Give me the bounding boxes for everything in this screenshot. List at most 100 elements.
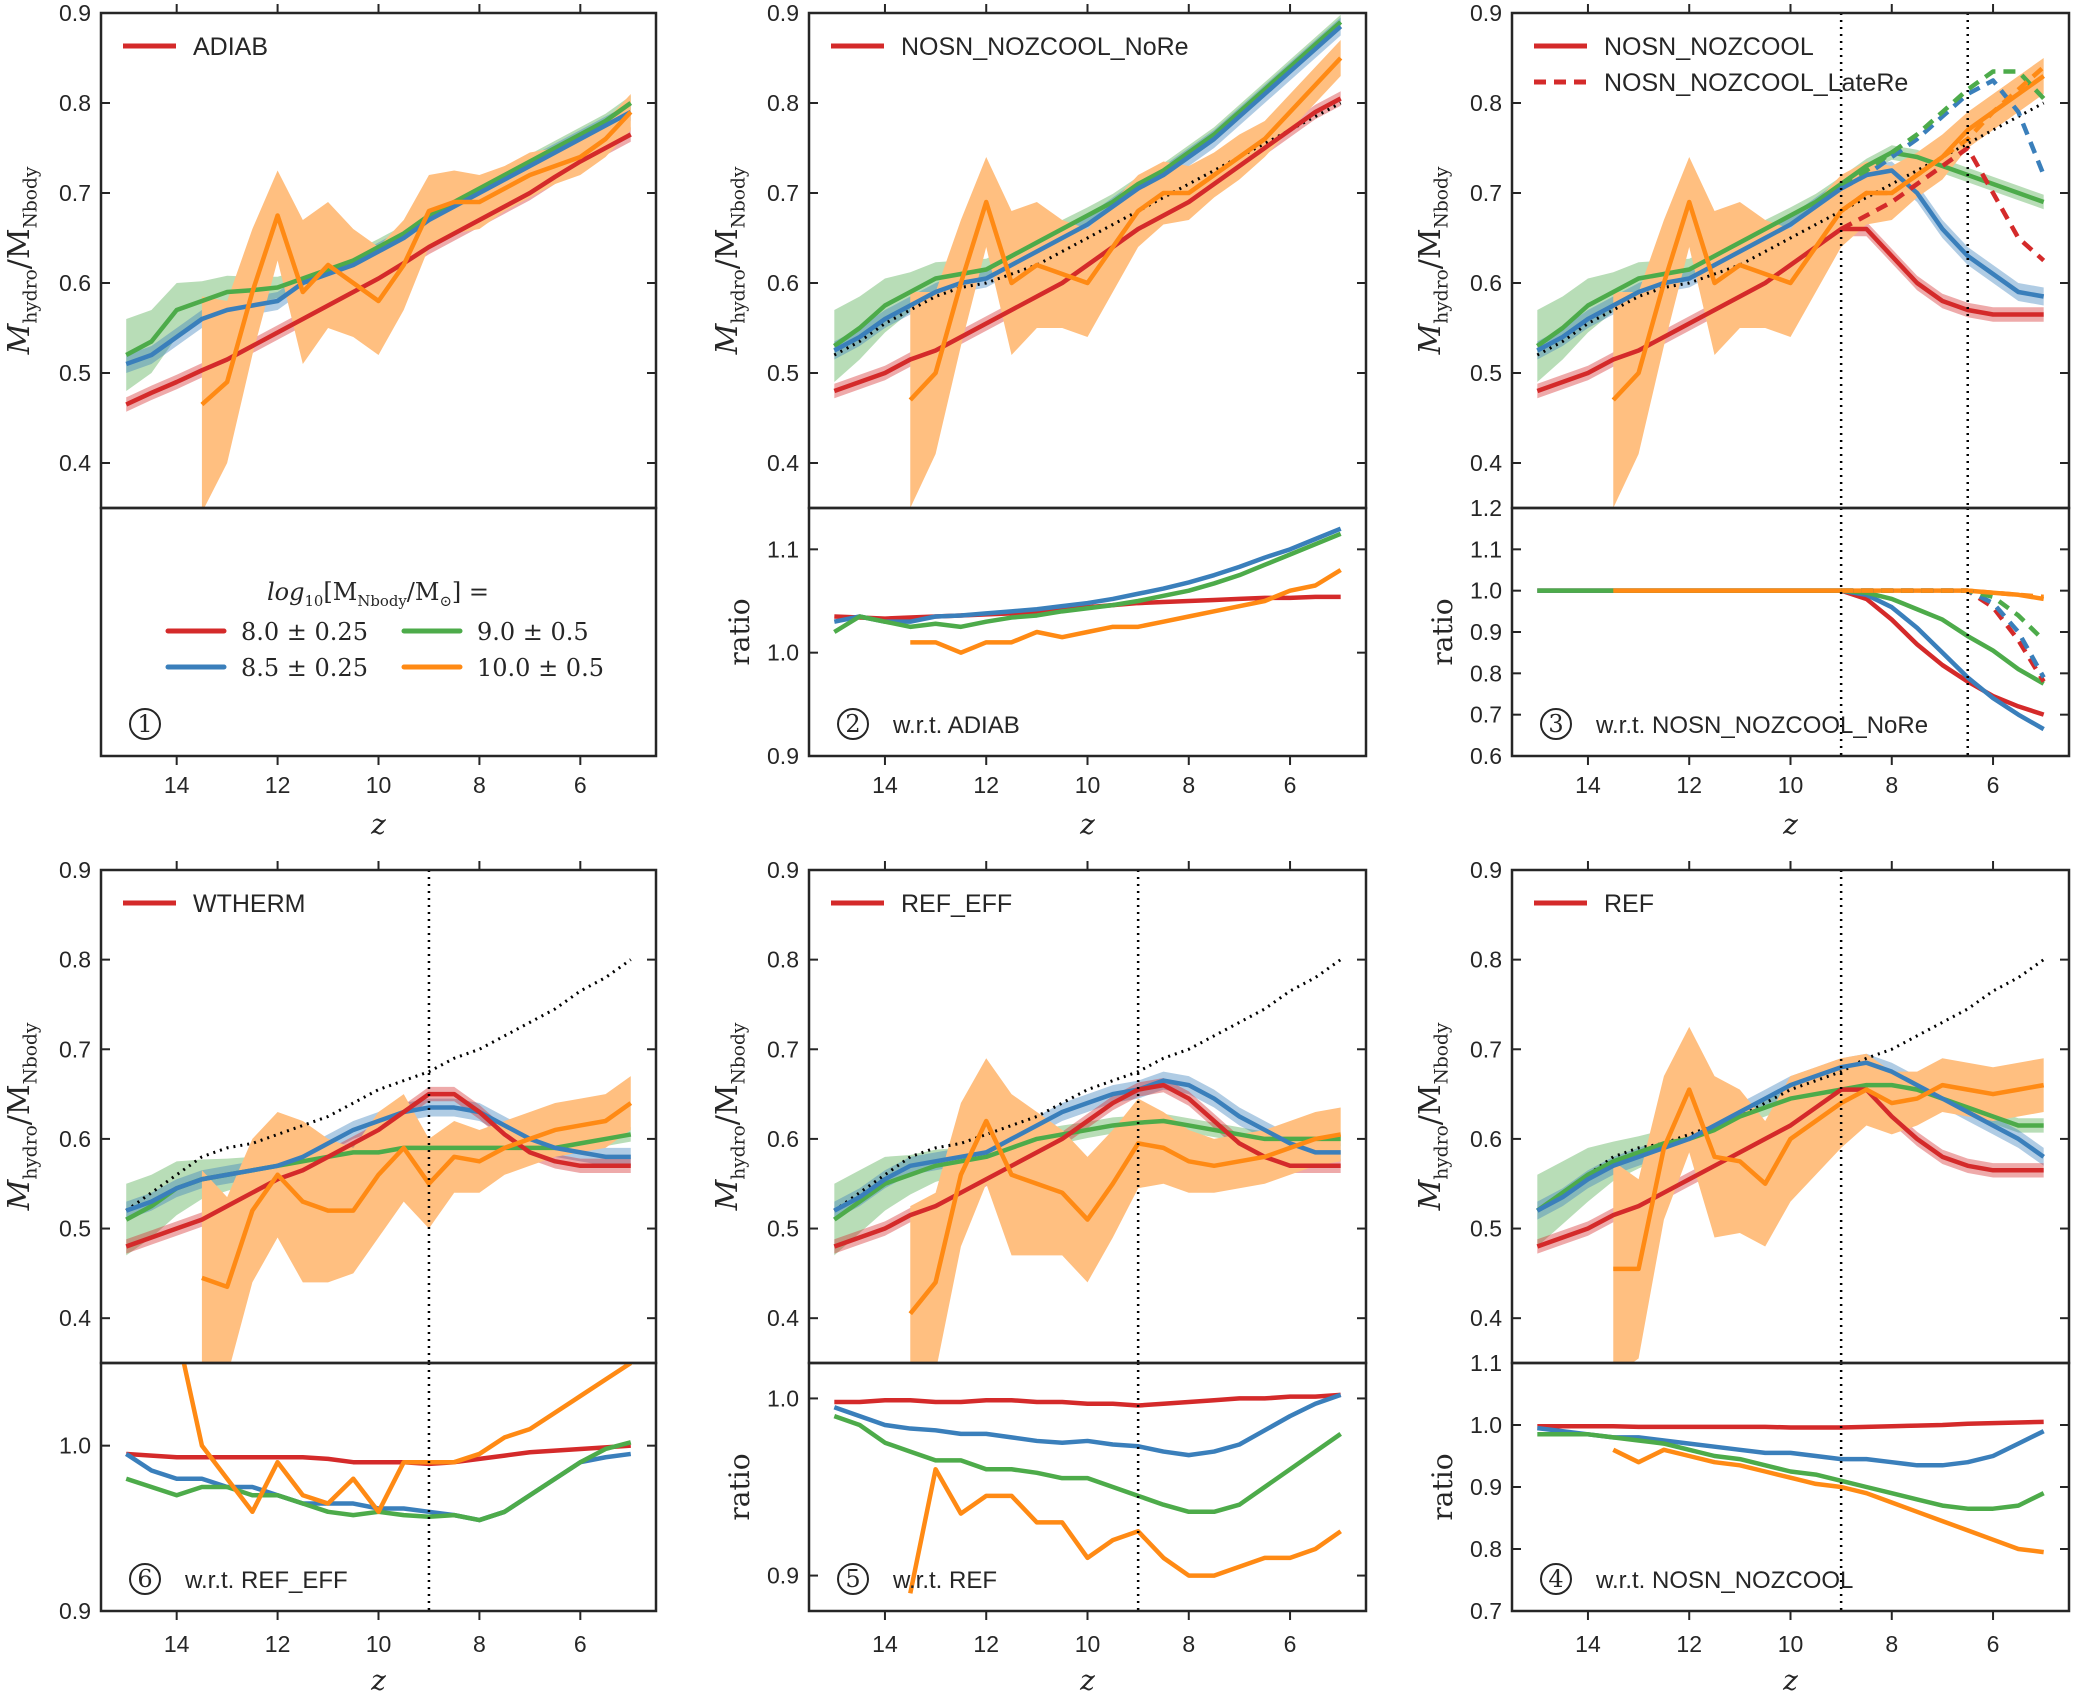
y-tick-label: 0.6 [767,1126,799,1152]
panel-number: 3 [1548,710,1563,738]
blue-band [834,17,1341,360]
plot-area [833,526,1342,655]
text-part: [M [323,578,357,606]
orange-solid-line [181,1363,633,1515]
y-tick-label: 0.8 [767,947,799,973]
green-band [1537,145,2044,382]
panel-number-circle [837,708,869,740]
x-axis-label: z [1782,808,1798,841]
x-tick-label: 8 [473,1631,486,1657]
legend-label: ADIAB [193,33,268,61]
y-tick-label: 0.7 [767,180,799,206]
plot-area [125,958,633,1363]
y-tick-label: 0.4 [59,450,91,476]
x-tick-label: 6 [1987,772,2000,798]
legend-label: WTHERM [193,890,305,918]
panel-5: 0.4 0.5 0.6 0.7 0.8 0.9 0.9 1.0 14 12 10 8 6 z Mhydro/… [710,857,1368,1691]
y-tick-label: 0.9 [767,857,799,883]
subscript: 10 [304,592,323,610]
top-subplot: 0.4 0.5 0.6 0.7 0.8 0.9 [767,0,1368,510]
ratio-axis-label: ratio [1426,598,1459,665]
blue-solid-line [125,1105,631,1213]
plot-area [833,958,1342,1363]
green-solid-line [833,531,1342,634]
orange-band [910,40,1341,508]
blue-solid-line [833,24,1343,353]
bottom-subplot: 0.7 0.8 0.9 1.0 1.1 [1470,1350,2071,1624]
y-axis-label: Mhydro/MNbody [1413,1022,1453,1211]
subscript: hydro [21,269,42,323]
bottom-subplot [99,506,658,765]
y-tick-label: 0.9 [1470,619,1502,645]
x-tick-label: 10 [1778,1631,1804,1657]
x-tick-label: 6 [1987,1631,2000,1657]
x-tick-label: 6 [1284,772,1297,798]
red-band [834,91,1341,399]
bottom-subplot: 0.6 0.7 0.8 0.9 1.0 1.1 1.2 [1470,495,2071,769]
blue-solid-line [833,1078,1341,1213]
x-axis-label: z [1079,808,1095,841]
y-tick-label: 0.7 [1470,702,1502,728]
subscript: ⊙ [439,592,451,610]
panel-number: 4 [1548,1565,1563,1593]
y-tick-label: 0.4 [1470,1305,1502,1331]
bottom-subplot: 0.9 1.0 [59,1361,658,1624]
y-tick-label: 0.9 [59,1598,91,1624]
y-tick-label: 0.8 [59,90,91,116]
text-part: M [710,1178,745,1211]
y-tick-label: 0.6 [59,1126,91,1152]
panel-number-circle [837,1563,869,1595]
panel-number: 2 [845,710,860,738]
panel-3: 0.4 0.5 0.6 0.7 0.8 0.9 0.6 0.7 0.8 0.9 1.0 1.1 1.2 1… [1413,0,2071,841]
blue-solid-line [125,110,632,367]
orange-solid-line [1612,1447,2044,1555]
y-tick-label: 1.0 [59,1433,91,1459]
panel-number-circle [1540,708,1572,740]
text-part: M [1413,1178,1448,1211]
y-tick-label: 1.1 [1470,536,1502,562]
y-tick-label: 0.7 [1470,1036,1502,1062]
orange-solid-line [200,110,633,407]
x-tick-label: 10 [366,772,392,798]
y-tick-label: 0.5 [59,1216,91,1242]
blue-solid-line [1537,1425,2045,1468]
x-tick-label: 12 [265,1631,291,1657]
subscript: hydro [729,269,750,323]
y-axis-label: Mhydro/MNbody [2,166,42,355]
panel-number-circle [129,1563,161,1595]
y-axis-label: Mhydro/MNbody [1413,166,1453,355]
y-tick-label: 0.5 [767,360,799,386]
x-axis-label: z [1079,1664,1095,1691]
plot-area [1537,588,2046,732]
panel-number: 6 [137,1565,152,1593]
orange-solid-line [910,568,1342,655]
y-tick-label: 0.7 [59,1036,91,1062]
x-tick-label: 12 [973,772,999,798]
y-tick-label: 0.8 [767,90,799,116]
y-axis-label: Mhydro/MNbody [710,166,750,355]
x-tick-label: 6 [1284,1631,1297,1657]
blue-solid-line [1537,588,2045,732]
ratio-axis-label: ratio [1426,1453,1459,1520]
y-tick-label: 0.8 [59,947,91,973]
reference-line [833,958,1342,1212]
x-tick-label: 10 [366,1631,392,1657]
plot-area [1537,1419,2045,1555]
y-tick-label: 1.0 [1470,1412,1502,1438]
x-axis-label: z [370,1664,386,1691]
reference-annotation: w.r.t. NOSN_NOZCOOL [1595,1567,1853,1594]
green-solid-line [1536,1082,2044,1213]
subscript: hydro [1432,269,1453,323]
red-solid-line [125,1091,631,1249]
y-tick-label: 1.1 [1470,1350,1502,1376]
panel-4: 0.4 0.5 0.6 0.7 0.8 0.9 0.9 1.0 14 12 10 8 6 z Mhydro/… [2,857,658,1691]
red-solid-line [125,132,632,407]
orange-solid-line [1613,1082,2045,1272]
y-tick-label: 0.5 [767,1216,799,1242]
ratio-axis-label: ratio [723,1453,756,1520]
subscript: Nbody [1432,1022,1453,1084]
legend-label: NOSN_NOZCOOL [1604,33,1814,61]
mass-legend-label: 9.0 ± 0.5 [477,618,589,646]
y-tick-label: 0.7 [767,1036,799,1062]
x-tick-label: 6 [574,1631,587,1657]
